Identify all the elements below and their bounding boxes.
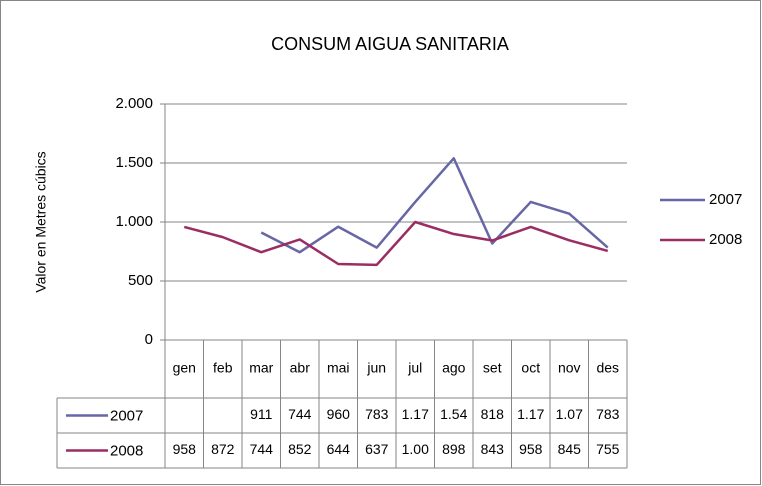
table-value: 845: [558, 441, 582, 457]
table-value: 852: [288, 441, 312, 457]
table-value: 1.07: [556, 406, 583, 422]
table-value: 872: [211, 441, 235, 457]
table-value: 783: [365, 406, 389, 422]
x-tick-label: nov: [558, 360, 581, 376]
table-value: 1.17: [402, 406, 429, 422]
y-tick-label: 2.000: [115, 95, 153, 112]
x-tick-label: feb: [213, 360, 233, 376]
chart-title: CONSUM AIGUA SANITARIA: [271, 34, 509, 54]
table-value: 1.17: [517, 406, 544, 422]
table-value: 958: [173, 441, 197, 457]
table-value: 644: [327, 441, 351, 457]
y-tick-label: 1.500: [115, 154, 153, 171]
table-value: 744: [250, 441, 274, 457]
table-value: 1.54: [440, 406, 467, 422]
table-value: 958: [519, 441, 543, 457]
table-value: 898: [442, 441, 466, 457]
table-value: 911: [250, 406, 273, 422]
table-value: 744: [288, 406, 312, 422]
x-tick-label: set: [483, 360, 502, 376]
x-tick-label: mar: [249, 360, 273, 376]
x-tick-label: jul: [407, 360, 422, 376]
x-tick-label: abr: [290, 360, 311, 376]
series-line: [183, 220, 609, 267]
y-tick-label: 0: [145, 331, 153, 348]
table-value: 637: [365, 441, 389, 457]
x-tick-label: gen: [173, 360, 196, 376]
table-value: 960: [327, 406, 351, 422]
y-tick-label: 1.000: [115, 213, 153, 230]
table-value: 755: [596, 441, 620, 457]
table-value: 1.00: [402, 441, 429, 457]
x-tick-label: jun: [366, 360, 386, 376]
y-axis-label: Valor en Metres cúbics: [33, 151, 49, 292]
x-tick-label: mai: [327, 360, 350, 376]
table-series-label: 2007: [110, 407, 143, 424]
table-series-label: 2008: [110, 442, 143, 459]
table-value: 818: [481, 406, 505, 422]
table-value: 783: [596, 406, 620, 422]
x-tick-label: ago: [442, 360, 466, 376]
x-tick-label: oct: [521, 360, 540, 376]
y-tick-label: 500: [128, 272, 153, 289]
legend-label: 2007: [709, 191, 742, 208]
table-value: 843: [481, 441, 505, 457]
x-tick-label: des: [596, 360, 619, 376]
legend-label: 2008: [709, 231, 742, 248]
series-line: [260, 157, 609, 254]
